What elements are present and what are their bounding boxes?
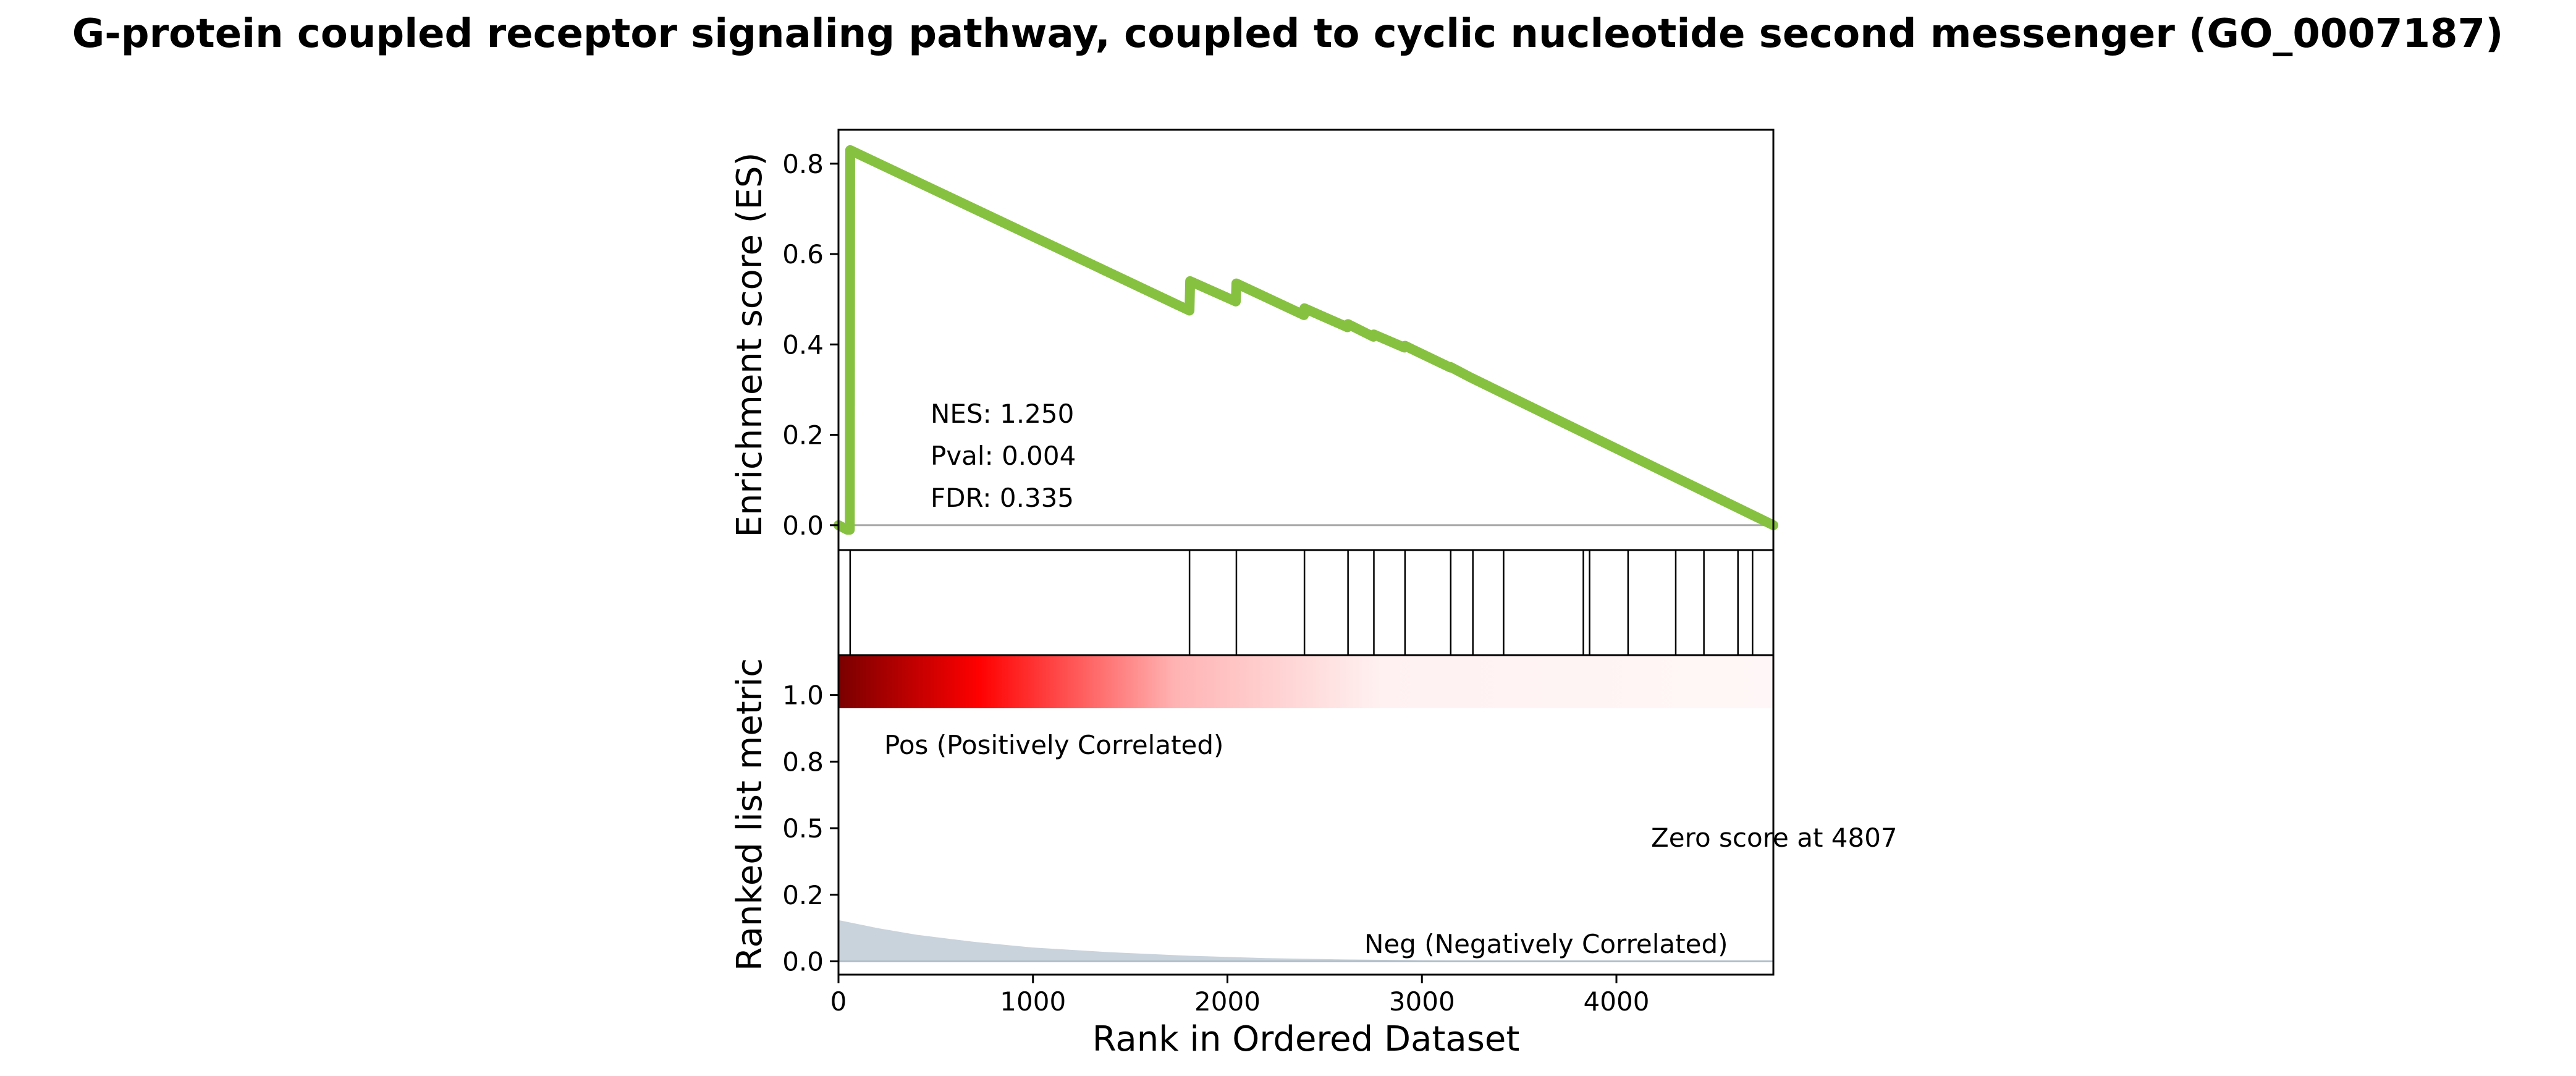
neg-correlated-label: Neg (Negatively Correlated) bbox=[1364, 929, 1728, 959]
es-y-axis-label: Enrichment score (ES) bbox=[730, 153, 770, 538]
x-tick-label: 2000 bbox=[1194, 986, 1261, 1017]
fdr-label: FDR: 0.335 bbox=[931, 483, 1074, 513]
x-axis-label: Rank in Ordered Dataset bbox=[1092, 1019, 1520, 1059]
es-y-tick-label: 0.4 bbox=[782, 329, 824, 360]
x-tick-label: 4000 bbox=[1584, 986, 1650, 1017]
es-y-tick-label: 0.0 bbox=[782, 510, 824, 541]
metric-y-tick-label: 0.2 bbox=[782, 880, 824, 910]
metric-panel-frame bbox=[837, 654, 1775, 976]
hits-panel bbox=[837, 549, 1775, 656]
metric-panel: 0.0 0.2 0.5 0.8 1.0 0 1000 2000 3000 4000 Ranked… bbox=[730, 654, 1898, 1059]
es-y-tick-label: 0.2 bbox=[782, 420, 824, 451]
ranked-metric-area bbox=[838, 920, 1773, 962]
metric-y-axis-label: Ranked list metric bbox=[730, 658, 770, 971]
pval-label: Pval: 0.004 bbox=[931, 441, 1076, 471]
metric-y-tick-label: 0.8 bbox=[782, 747, 824, 777]
rank-heatmap-bar bbox=[838, 655, 1773, 708]
hits-panel-frame bbox=[837, 549, 1775, 656]
es-y-tick-label: 0.6 bbox=[782, 239, 824, 269]
x-tick-label: 1000 bbox=[1000, 986, 1066, 1017]
es-y-tick-label: 0.8 bbox=[782, 149, 824, 179]
es-y-axis: 0.0 0.2 0.4 0.6 0.8 bbox=[782, 149, 838, 541]
nes-label: NES: 1.250 bbox=[931, 399, 1074, 429]
metric-y-tick-label: 0.0 bbox=[782, 946, 824, 976]
x-tick-label: 3000 bbox=[1389, 986, 1455, 1017]
es-panel: 0.0 0.2 0.4 0.6 0.8 Enrichment score (ES) NE… bbox=[730, 129, 1778, 551]
x-tick-label: 0 bbox=[830, 986, 847, 1017]
chart-title: G-protein coupled receptor signaling pat… bbox=[72, 11, 2504, 57]
metric-y-tick-label: 1.0 bbox=[782, 680, 824, 711]
metric-y-axis: 0.0 0.2 0.5 0.8 1.0 bbox=[782, 680, 838, 976]
metric-y-tick-label: 0.5 bbox=[782, 813, 824, 844]
es-curve bbox=[834, 145, 1778, 535]
pos-correlated-label: Pos (Positively Correlated) bbox=[884, 730, 1223, 760]
metric-x-axis: 0 1000 2000 3000 4000 bbox=[830, 975, 1650, 1017]
zero-score-label: Zero score at 4807 bbox=[1651, 823, 1898, 853]
gene-hit-lines bbox=[849, 550, 1754, 655]
